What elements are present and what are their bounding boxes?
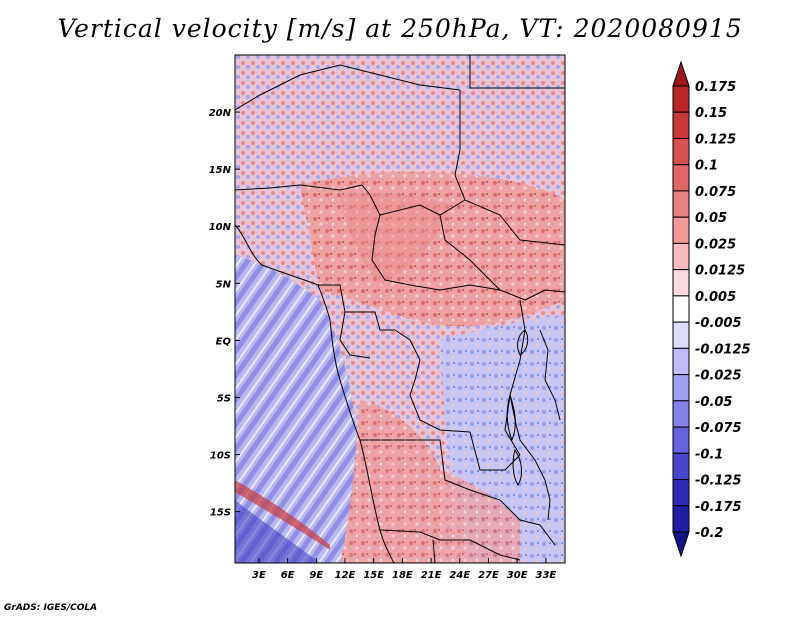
longitude-axis: 3E 6E 9E 12E 15E 18E 21E 24E 27E 30E 33E [252, 558, 556, 581]
colorbar-segment [672, 321, 690, 349]
lat-tick-label: 15N [209, 165, 232, 176]
lon-tick-label: 27E [478, 570, 499, 581]
colorbar-level-label: 0.0125 [695, 264, 745, 279]
colorbar-segment [672, 137, 690, 166]
colorbar-segment [672, 295, 690, 323]
colorbar-segment [672, 111, 690, 139]
latitude-axis: 20N 15N 10N 5N EQ 5S 10S 15S [209, 108, 240, 519]
colorbar-segment [672, 216, 690, 244]
colorbar-level-label: -0.125 [695, 474, 742, 489]
lat-tick-label: 10S [210, 451, 231, 462]
lat-tick-label: 5S [217, 393, 231, 404]
lat-tick-label: 10N [209, 222, 232, 233]
colorbar-level-label: 0.075 [695, 185, 736, 200]
colorbar-level-label: 0.125 [695, 132, 736, 147]
colorbar-level-label: -0.0125 [695, 342, 751, 357]
colorbar-segment [672, 347, 690, 376]
lon-tick-label: 33E [535, 570, 556, 581]
colorbar-level-label: -0.2 [695, 526, 723, 541]
colorbar-level-label: 0.025 [695, 237, 736, 252]
colorbar-segment [672, 85, 690, 113]
lon-tick-label: 18E [392, 570, 413, 581]
colorbar-level-label: -0.075 [695, 421, 742, 436]
colorbar-level-label: -0.005 [695, 316, 742, 331]
colorbar-level-label: 0.15 [695, 106, 727, 121]
lon-tick-label: 12E [335, 570, 356, 581]
colorbar-segment [672, 452, 690, 481]
colorbar-level-label: -0.025 [695, 369, 742, 384]
colorbar: 0.175 0.15 0.125 0.1 0.075 0.05 0.025 0.0125 0.0… [672, 60, 751, 558]
colorbar-segment [672, 164, 690, 192]
colorbar-level-label: 0.05 [695, 211, 727, 226]
colorbar-segment [672, 190, 690, 218]
country-borders [235, 55, 565, 563]
lat-tick-label: 5N [216, 279, 232, 290]
credit-text: GrADS: IGES/COLA [4, 603, 98, 613]
lakes [506, 329, 529, 486]
lon-tick-label: 21E [421, 570, 442, 581]
colorbar-segment [672, 374, 690, 402]
lat-tick-label: 20N [209, 108, 232, 119]
colorbar-segment [672, 400, 690, 428]
colorbar-level-label: -0.1 [695, 447, 723, 462]
colorbar-level-label: 0.175 [695, 80, 736, 95]
velocity-field [235, 55, 565, 563]
lon-tick-label: 9E [309, 570, 323, 581]
lon-tick-label: 30E [507, 570, 528, 581]
lon-tick-label: 24E [449, 570, 470, 581]
colorbar-segment [672, 505, 690, 533]
map-frame [234, 54, 566, 564]
colorbar-level-label: 0.1 [695, 159, 718, 174]
colorbar-segment [672, 242, 690, 271]
lat-tick-label: EQ [216, 336, 232, 347]
lon-tick-label: 3E [252, 570, 266, 581]
colorbar-level-label: -0.175 [695, 500, 742, 515]
colorbar-level-label: 0.005 [695, 290, 736, 305]
chart-title: Vertical velocity [m/s] at 250hPa, VT: 2… [57, 14, 743, 43]
colorbar-bottom-arrow [672, 531, 690, 558]
colorbar-level-label: -0.05 [695, 395, 732, 410]
lon-tick-label: 15E [363, 570, 384, 581]
colorbar-top-arrow [672, 60, 690, 87]
colorbar-segment [672, 479, 690, 507]
colorbar-segment [672, 269, 690, 297]
lon-tick-label: 6E [281, 570, 295, 581]
lat-tick-label: 15S [210, 508, 231, 519]
colorbar-segment [672, 426, 690, 454]
